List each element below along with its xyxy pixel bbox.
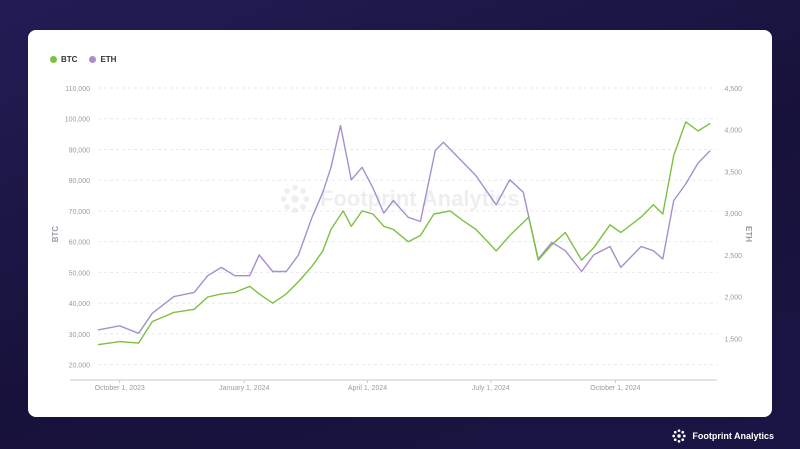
- chart-legend: BTC ETH: [50, 55, 116, 64]
- y-left-tick-label: 40,000: [69, 301, 91, 308]
- x-tick-label: January 1, 2024: [219, 385, 269, 392]
- y-right-tick-label: 1,500: [724, 336, 742, 343]
- y-left-tick-label: 60,000: [69, 240, 91, 247]
- y-left-tick-label: 20,000: [69, 363, 91, 370]
- y-right-tick-label: 2,000: [724, 295, 742, 302]
- y-left-tick-label: 110,000: [65, 86, 90, 93]
- series-line-btc: [97, 121, 711, 346]
- eth-legend-dot-icon: [89, 56, 97, 63]
- y-left-tick-label: 70,000: [69, 209, 91, 216]
- x-tick-label: October 1, 2024: [590, 385, 640, 392]
- x-tick-label: April 1, 2024: [348, 385, 387, 392]
- y-right-tick-label: 3,000: [724, 211, 742, 218]
- series-line-eth: [97, 124, 711, 334]
- chart-card: BTC ETH Footprint Analytics 20,000 30,000…: [28, 30, 772, 417]
- y-left-tick-label: 90,000: [69, 147, 91, 154]
- watermark-burst-icon: [280, 184, 310, 214]
- x-tick-label: July 1, 2024: [472, 385, 510, 392]
- dual-axis-line-chart: 20,000 30,000 40,000 50,000 60,000 70,000 80,0…: [51, 86, 753, 392]
- btc-legend-dot-icon: [50, 56, 57, 63]
- y-right-tick-label: 4,500: [724, 86, 742, 93]
- y-right-tick-label: 2,500: [724, 253, 742, 260]
- y-left-tick-label: 80,000: [69, 178, 91, 185]
- brand-name: Footprint Analytics: [692, 431, 774, 441]
- y-right-tick-label: 3,500: [724, 169, 742, 176]
- x-tick-label: October 1, 2023: [95, 385, 145, 392]
- y-left-tick-label: 100,000: [65, 117, 90, 124]
- y-left-tick-label: 50,000: [69, 270, 91, 277]
- legend-item-eth[interactable]: ETH: [89, 55, 116, 64]
- watermark-logo: Footprint Analytics: [278, 182, 520, 216]
- y-left-tick-label: 30,000: [69, 332, 91, 339]
- legend-label-eth: ETH: [100, 55, 117, 64]
- y-right-tick-label: 4,000: [724, 128, 742, 135]
- y-left-axis-title: BTC: [51, 226, 60, 243]
- footprint-logo-icon: [672, 429, 686, 443]
- legend-label-btc: BTC: [61, 55, 78, 64]
- legend-item-btc[interactable]: BTC: [50, 55, 77, 64]
- y-right-axis-title: ETH: [744, 226, 753, 242]
- footer-brand[interactable]: Footprint Analytics: [671, 428, 774, 444]
